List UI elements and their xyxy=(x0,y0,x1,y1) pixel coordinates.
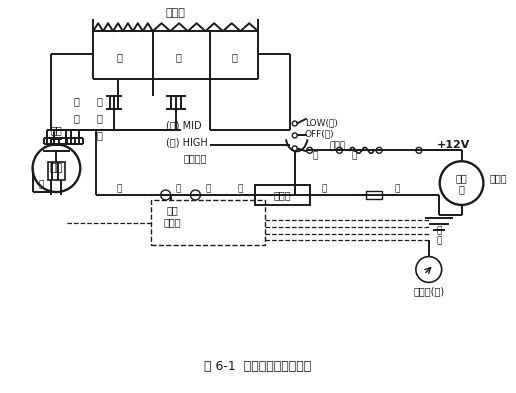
Text: 绿: 绿 xyxy=(96,114,102,123)
Text: 离合: 离合 xyxy=(456,173,467,183)
Text: 黑: 黑 xyxy=(237,185,243,194)
Text: 继电器: 继电器 xyxy=(164,217,182,227)
Text: 汽车: 汽车 xyxy=(167,205,179,215)
Circle shape xyxy=(307,147,313,153)
Text: 绿: 绿 xyxy=(96,95,102,106)
Text: 点火器(一): 点火器(一) xyxy=(413,286,444,296)
Text: (高) HIGH: (高) HIGH xyxy=(166,138,207,147)
Circle shape xyxy=(416,147,422,153)
Text: 绿: 绿 xyxy=(116,185,122,194)
Bar xyxy=(49,162,66,180)
Text: 车: 车 xyxy=(436,226,441,235)
Text: 恒温器: 恒温器 xyxy=(273,190,291,200)
Text: 白: 白 xyxy=(206,185,211,194)
Text: 白: 白 xyxy=(73,114,79,123)
Text: 青: 青 xyxy=(231,52,237,62)
Text: 绿: 绿 xyxy=(96,130,102,140)
Circle shape xyxy=(160,190,171,200)
Text: 保险丝: 保险丝 xyxy=(330,141,346,150)
Text: LOW(低): LOW(低) xyxy=(304,118,337,127)
Text: 器: 器 xyxy=(459,184,464,194)
Text: +12V: +12V xyxy=(437,140,470,151)
Text: 图 6-1  小汽车冷气机电路图: 图 6-1 小汽车冷气机电路图 xyxy=(204,360,312,373)
Bar xyxy=(366,191,382,199)
Text: 黑: 黑 xyxy=(394,185,400,194)
Circle shape xyxy=(336,147,343,153)
Text: 红: 红 xyxy=(351,152,357,161)
Text: 绿: 绿 xyxy=(38,180,43,189)
Text: 地: 地 xyxy=(436,236,441,245)
Text: 离合器: 离合器 xyxy=(489,173,507,183)
Text: 三地: 三地 xyxy=(51,125,62,136)
Text: 黑: 黑 xyxy=(322,185,327,194)
Text: OFF(关): OFF(关) xyxy=(304,129,334,138)
Text: 橙: 橙 xyxy=(175,52,182,62)
Text: 白: 白 xyxy=(176,185,181,194)
Text: 白: 白 xyxy=(116,52,122,62)
Text: 风扇开关: 风扇开关 xyxy=(184,153,207,163)
Circle shape xyxy=(190,190,200,200)
Bar xyxy=(255,185,310,205)
Circle shape xyxy=(376,147,382,153)
Bar xyxy=(151,200,265,245)
Text: 马达: 马达 xyxy=(50,163,63,173)
Text: 白: 白 xyxy=(73,95,79,106)
Text: 电阻器: 电阻器 xyxy=(166,8,186,18)
Text: 红: 红 xyxy=(313,152,318,161)
Text: (中) MID: (中) MID xyxy=(166,121,201,130)
